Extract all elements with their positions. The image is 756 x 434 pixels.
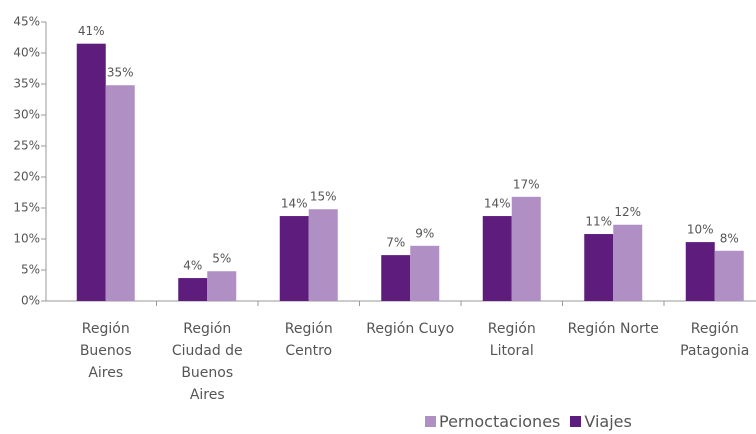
data-label: 41% (78, 24, 105, 38)
data-label: 17% (513, 177, 540, 191)
data-label: 8% (720, 231, 739, 245)
legend-label: Viajes (584, 412, 632, 431)
bar (207, 271, 237, 301)
legend-swatch (570, 416, 582, 427)
bar (714, 250, 744, 301)
y-tick-label: 20% (13, 170, 40, 184)
bar (178, 278, 208, 301)
data-label: 7% (386, 236, 405, 250)
bar (381, 255, 411, 301)
x-tick-label: Región Buenos Aires (79, 321, 132, 381)
data-label: 35% (107, 66, 134, 80)
data-label: 11% (585, 215, 612, 229)
bar (511, 196, 541, 301)
bar (482, 216, 512, 301)
bar (76, 43, 106, 301)
data-label: 9% (415, 226, 434, 240)
bar (105, 85, 135, 302)
x-tick-label: Región Litoral (487, 321, 536, 359)
legend-item: Viajes (570, 412, 632, 431)
bar (410, 245, 440, 301)
x-tick-label: Región Ciudad de Buenos Aires (171, 321, 243, 403)
x-tick-label: Región Patagonia (680, 321, 750, 359)
bar (584, 234, 614, 301)
y-tick-label: 30% (13, 108, 40, 122)
x-tick-label: Región Norte (567, 321, 659, 337)
x-tick-label: Región Cuyo (366, 321, 455, 337)
data-label: 5% (212, 252, 231, 266)
y-tick-label: 45% (13, 15, 40, 29)
data-label: 15% (310, 190, 337, 204)
y-tick-label: 0% (21, 294, 40, 308)
y-tick-label: 25% (13, 139, 40, 153)
data-label: 14% (281, 197, 308, 211)
bar (613, 224, 643, 301)
y-tick-label: 15% (13, 201, 40, 215)
legend: Pernoctaciones Viajes (425, 412, 636, 431)
data-label: 4% (183, 259, 202, 273)
legend-label: Pernoctaciones (439, 412, 561, 431)
data-label: 12% (614, 205, 641, 219)
data-label: 10% (687, 223, 714, 237)
bar (308, 209, 338, 301)
legend-item: Pernoctaciones (425, 412, 560, 431)
legend-swatch (425, 416, 436, 427)
bar (279, 216, 309, 301)
y-tick-label: 10% (13, 232, 40, 246)
y-tick-label: 5% (21, 263, 40, 277)
y-tick-label: 40% (13, 46, 40, 60)
bar (685, 242, 715, 301)
data-label: 14% (484, 197, 511, 211)
y-tick-label: 35% (13, 77, 40, 91)
x-tick-label: Región Centro (284, 321, 333, 359)
